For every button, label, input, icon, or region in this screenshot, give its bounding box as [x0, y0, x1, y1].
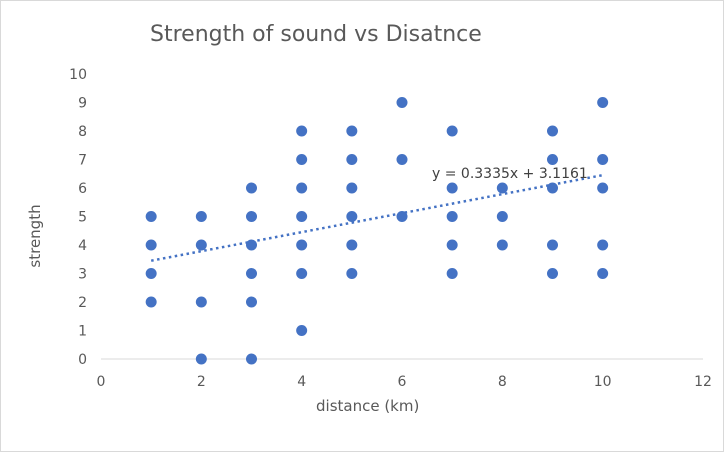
x-tick-label: 8: [498, 374, 507, 390]
x-tick-label: 4: [297, 374, 306, 390]
data-point: [346, 211, 358, 222]
data-point: [246, 353, 257, 365]
data-point: [597, 154, 609, 165]
data-point: [547, 239, 558, 251]
data-point: [195, 353, 207, 365]
data-point: [547, 268, 558, 279]
data-point: [246, 239, 257, 251]
data-point: [597, 239, 609, 251]
x-tick-label: 2: [197, 374, 206, 390]
trendline-equation: y = 0.3335x + 3.1161: [432, 166, 588, 182]
data-point: [446, 268, 458, 279]
data-point: [346, 268, 358, 279]
y-tick-label: 3: [78, 267, 87, 283]
chart-title: Strength of sound vs Disatnce: [150, 22, 482, 47]
data-point: [446, 211, 458, 222]
data-point: [296, 125, 308, 137]
y-tick-label: 10: [69, 67, 87, 83]
data-point: [296, 325, 308, 336]
data-point: [446, 182, 458, 194]
data-point: [496, 182, 508, 194]
data-point: [597, 97, 609, 108]
x-axis-label: distance (km): [316, 397, 420, 415]
x-tick-label: 6: [398, 374, 407, 390]
trendline: [150, 173, 603, 262]
data-point: [446, 125, 458, 137]
data-point: [145, 211, 157, 222]
data-point: [145, 296, 157, 308]
data-point: [246, 182, 257, 194]
y-tick-label: 0: [78, 352, 87, 368]
data-point: [296, 211, 308, 222]
data-point: [346, 154, 358, 165]
y-tick-label: 7: [78, 153, 87, 169]
data-point: [195, 211, 207, 222]
data-point: [346, 125, 358, 137]
data-point: [145, 268, 157, 279]
data-point: [296, 268, 308, 279]
y-tick-label: 8: [78, 124, 87, 140]
data-point: [246, 296, 257, 308]
data-point: [446, 239, 458, 251]
data-point: [145, 239, 157, 251]
data-point: [346, 182, 358, 194]
x-tick-label: 10: [594, 374, 612, 390]
data-point: [547, 154, 558, 165]
y-tick-label: 5: [78, 210, 87, 226]
data-point: [195, 239, 207, 251]
data-point: [496, 239, 508, 251]
data-point: [597, 182, 609, 194]
y-tick-label: 9: [78, 96, 87, 112]
data-point: [195, 296, 207, 308]
data-point: [597, 268, 609, 279]
data-point: [547, 125, 558, 137]
data-point: [496, 211, 508, 222]
data-point: [296, 154, 308, 165]
data-point: [246, 211, 257, 222]
x-tick-label: 0: [97, 374, 106, 390]
data-point: [296, 182, 308, 194]
y-tick-label: 6: [78, 181, 87, 197]
y-tick-label: 2: [78, 295, 87, 311]
data-point: [547, 182, 558, 194]
data-point: [346, 239, 358, 251]
y-tick-label: 4: [78, 238, 87, 254]
data-point: [296, 239, 308, 251]
y-tick-label: 1: [78, 324, 87, 340]
data-point: [246, 268, 257, 279]
y-axis-label: strength: [26, 204, 44, 268]
data-point: [396, 154, 408, 165]
data-point: [396, 97, 408, 108]
x-tick-label: 12: [694, 374, 712, 390]
